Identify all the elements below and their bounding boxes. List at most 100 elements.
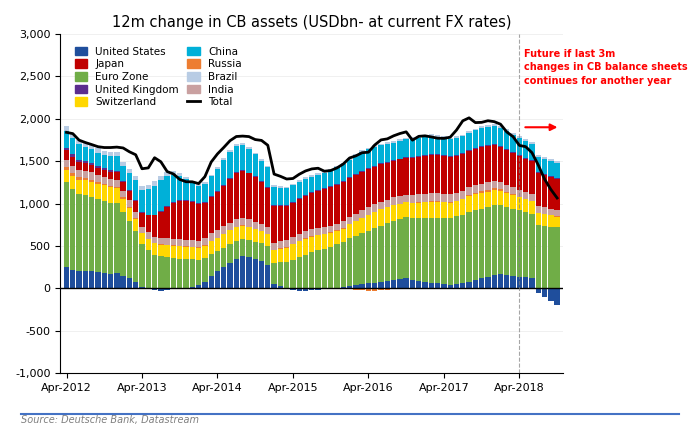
Bar [309,252,314,289]
Bar [158,289,164,291]
Bar [196,248,202,260]
Bar [70,166,76,173]
Bar [384,162,390,163]
Bar [473,193,478,194]
Bar [303,196,308,231]
Bar [529,201,535,214]
Bar [102,155,107,168]
Bar [272,250,276,263]
Bar [403,138,409,139]
Bar [95,182,101,184]
Bar [76,140,82,144]
Bar [523,141,528,158]
Bar [303,179,308,195]
Bar [303,231,308,238]
Bar [397,139,402,141]
Bar [435,193,440,201]
Bar [64,147,69,150]
Bar [158,180,164,211]
Bar [228,244,232,263]
Bar [297,289,302,291]
Bar [410,137,415,139]
Bar [397,279,402,289]
Bar [454,136,459,138]
Bar [177,200,183,201]
Bar [491,124,497,126]
Bar [209,175,214,176]
Bar [473,130,478,148]
Bar [139,287,145,289]
Bar [316,235,321,250]
Bar [491,181,497,188]
Bar [529,160,535,161]
Bar [341,229,346,242]
Bar [76,271,82,289]
Bar [127,278,132,289]
Bar [120,182,126,191]
Bar [536,225,541,289]
Bar [309,176,314,192]
Bar [253,153,258,154]
Bar [473,210,478,280]
Bar [403,157,409,158]
Bar [209,176,214,196]
Bar [139,227,145,232]
Bar [391,160,396,161]
Bar [253,229,258,242]
Bar [504,192,510,193]
Bar [171,246,176,258]
Bar [171,238,176,245]
Bar [278,262,283,286]
Bar [284,240,289,247]
Bar [473,128,478,130]
Bar [89,272,95,289]
Bar [341,164,346,181]
Bar [384,200,390,207]
Bar [183,246,189,247]
Bar [152,243,158,244]
Bar [491,126,497,144]
Bar [290,202,295,203]
Bar [139,190,145,212]
Bar [460,199,466,215]
Bar [529,142,535,144]
Bar [428,202,434,218]
Bar [83,161,88,163]
Bar [410,139,415,157]
Bar [89,172,95,179]
Bar [215,169,220,191]
Bar [542,175,547,207]
Bar [354,285,358,289]
Bar [416,157,421,195]
Bar [164,176,170,206]
Bar [83,272,88,289]
Bar [259,161,264,181]
Bar [209,276,214,289]
Bar [221,267,226,289]
Bar [253,221,258,229]
Bar [164,206,170,207]
Bar [542,157,547,159]
Bar [354,289,358,290]
Bar [473,148,478,149]
Bar [114,171,120,172]
Bar [95,153,101,166]
Bar [360,284,365,289]
Bar [83,163,88,171]
Bar [240,226,245,239]
Bar [215,230,220,238]
Bar [265,166,270,167]
Bar [347,238,352,286]
Bar [158,245,164,256]
Bar [354,214,358,221]
Bar [416,195,421,202]
Bar [183,177,189,179]
Bar [127,191,132,200]
Bar [542,174,547,175]
Bar [284,262,289,289]
Bar [183,200,189,201]
Bar [234,219,239,227]
Bar [303,289,308,291]
Bar [120,276,126,289]
Bar [114,188,120,203]
